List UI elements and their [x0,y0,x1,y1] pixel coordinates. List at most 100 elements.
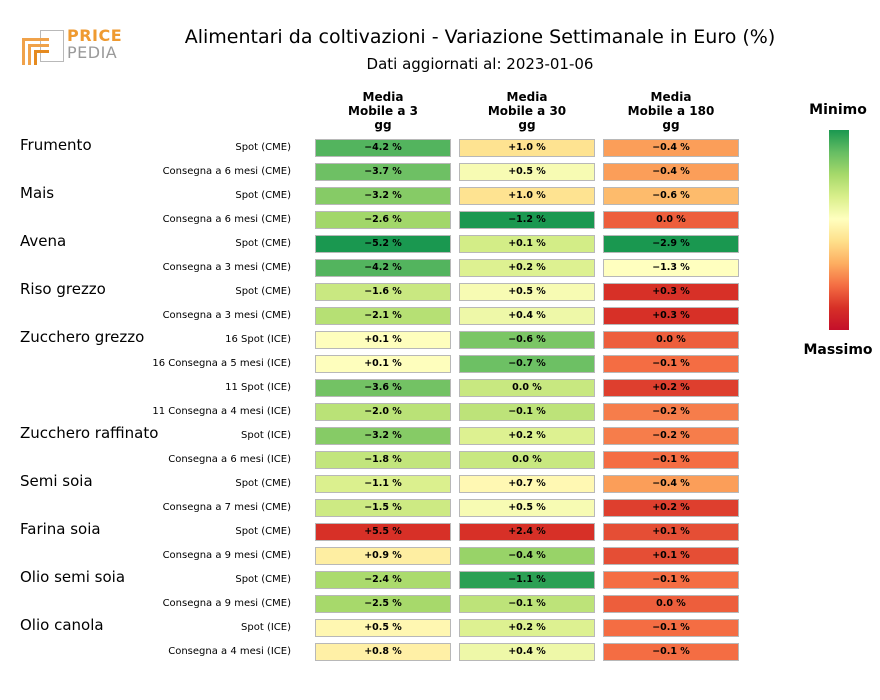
chart-title: Alimentari da coltivazioni - Variazione … [184,26,776,48]
row-label: Consegna a 7 mesi (CME) [162,502,291,513]
row-label: 16 Consegna a 5 mesi (ICE) [152,358,291,369]
heatmap-cell: +0.2 % [459,427,595,445]
heatmap-cell: −2.4 % [315,571,451,589]
row-label: Spot (CME) [235,190,291,201]
heatmap-cell: +0.1 % [315,331,451,349]
row-label: Consegna a 3 mesi (CME) [162,310,291,321]
row-label: Spot (CME) [235,286,291,297]
heatmap-cell: +0.5 % [459,283,595,301]
row-label: Spot (ICE) [241,622,291,633]
row-label: 11 Spot (ICE) [225,382,291,393]
product-label: Olio canola [20,616,104,634]
legend-min-label: Minimo [809,102,867,118]
heatmap-cell: +0.1 % [459,235,595,253]
row-label: Spot (ICE) [241,430,291,441]
row-label: Consegna a 6 mesi (ICE) [168,454,291,465]
row-label: Spot (CME) [235,238,291,249]
row-label: 16 Spot (ICE) [225,334,291,345]
heatmap-cell: −2.6 % [315,211,451,229]
logo-text-top: PRICE [67,26,123,45]
heatmap-cell: +0.3 % [603,307,739,325]
heatmap-cell: −1.3 % [603,259,739,277]
column-header: Media Mobile a 30 gg [487,90,567,132]
legend-max-label: Massimo [803,342,873,358]
heatmap-cell: +1.0 % [459,139,595,157]
heatmap-cell: +0.1 % [603,523,739,541]
heatmap-cell: −0.4 % [603,139,739,157]
product-label: Riso grezzo [20,280,106,298]
heatmap-cell: −2.9 % [603,235,739,253]
heatmap-cell: 0.0 % [459,379,595,397]
row-label: Spot (CME) [235,478,291,489]
logo-text-bottom: PEDIA [67,43,118,62]
heatmap-cell: −1.1 % [315,475,451,493]
heatmap-cell: +2.4 % [459,523,595,541]
product-label: Avena [20,232,67,250]
heatmap-cell: −0.6 % [459,331,595,349]
heatmap-cell: +1.0 % [459,187,595,205]
heatmap-cell: −1.1 % [459,571,595,589]
heatmap-cell: −0.1 % [459,403,595,421]
heatmap-cell: −0.4 % [603,163,739,181]
heatmap-cell: −0.4 % [459,547,595,565]
heatmap-cell: +0.7 % [459,475,595,493]
heatmap-cell: +0.9 % [315,547,451,565]
column-header: Media Mobile a 180 gg [627,90,715,132]
heatmap-cell: −0.2 % [603,427,739,445]
heatmap-cell: −2.0 % [315,403,451,421]
row-label: Consegna a 6 mesi (CME) [162,214,291,225]
column-header: Media Mobile a 3 gg [348,90,418,132]
heatmap-cell: −4.2 % [315,259,451,277]
heatmap-cell: +0.1 % [315,355,451,373]
heatmap-cell: +0.3 % [603,283,739,301]
heatmap-cell: +0.5 % [459,499,595,517]
logo-bracket-shape [28,44,49,65]
heatmap-cell: −4.2 % [315,139,451,157]
heatmap-cell: −3.7 % [315,163,451,181]
heatmap-cell: −3.2 % [315,187,451,205]
heatmap-cell: −3.2 % [315,427,451,445]
row-label: Spot (CME) [235,526,291,537]
heatmap-cell: +0.2 % [459,259,595,277]
logo-bracket-shape [22,38,49,65]
heatmap-cell: −0.1 % [603,355,739,373]
heatmap-cell: +0.8 % [315,643,451,661]
legend-colorbar [829,130,849,330]
heatmap-cell: −0.1 % [603,619,739,637]
heatmap-cell: −0.1 % [459,595,595,613]
row-label: Consegna a 3 mesi (CME) [162,262,291,273]
heatmap-cell: −5.2 % [315,235,451,253]
heatmap-cell: −0.1 % [603,571,739,589]
row-label: Consegna a 9 mesi (CME) [162,598,291,609]
product-label: Mais [20,184,55,202]
heatmap-cell: +0.5 % [459,163,595,181]
row-label: Spot (CME) [235,142,291,153]
row-label: 11 Consegna a 4 mesi (ICE) [152,406,291,417]
heatmap-cell: −0.6 % [603,187,739,205]
heatmap-cell: −1.6 % [315,283,451,301]
heatmap-cell: +0.5 % [315,619,451,637]
heatmap-cell: −0.2 % [603,403,739,421]
heatmap-cell: 0.0 % [603,331,739,349]
heatmap-cell: +0.2 % [603,499,739,517]
heatmap-cell: 0.0 % [603,211,739,229]
product-label: Farina soia [20,520,101,538]
heatmap-cell: +0.1 % [603,547,739,565]
heatmap-cell: +0.4 % [459,307,595,325]
heatmap-cell: 0.0 % [603,595,739,613]
product-label: Frumento [20,136,92,154]
product-label: Semi soia [20,472,93,490]
row-label: Consegna a 4 mesi (ICE) [168,646,291,657]
heatmap-cell: −3.6 % [315,379,451,397]
heatmap-cell: −0.1 % [603,451,739,469]
heatmap-cell: +0.2 % [459,619,595,637]
heatmap-cell: −0.4 % [603,475,739,493]
heatmap-cell: −1.8 % [315,451,451,469]
product-label: Zucchero grezzo [20,328,145,346]
heatmap-cell: +0.2 % [603,379,739,397]
logo-bracket-shape [34,50,49,65]
row-label: Spot (CME) [235,574,291,585]
heatmap-cell: −0.1 % [603,643,739,661]
heatmap-cell: +5.5 % [315,523,451,541]
